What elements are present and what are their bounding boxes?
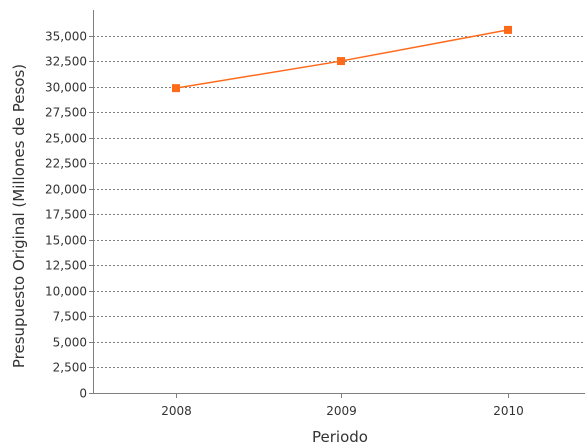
y-tick-label-7: 17,500 <box>45 208 87 222</box>
y-tick-label-5: 12,500 <box>45 259 87 273</box>
y-tick-label-1: 2,500 <box>53 361 87 375</box>
x-axis-ticks: 2008 2009 2010 <box>161 393 524 418</box>
y-tick-label-9: 22,500 <box>45 157 87 171</box>
y-axis-label: Presupuesto Original (Millones de Pesos) <box>10 64 28 368</box>
y-tick-label-2: 5,000 <box>53 336 87 350</box>
y-tick-label-0: 0 <box>79 387 87 401</box>
y-tick-label-13: 32,500 <box>45 55 87 69</box>
series-markers <box>172 25 512 93</box>
y-tick-label-14: 35,000 <box>45 30 87 44</box>
x-tick-label-2: 2010 <box>493 404 524 418</box>
y-tick-label-4: 10,000 <box>45 285 87 299</box>
x-axis-label: Periodo <box>312 428 368 444</box>
data-point-2008 <box>172 84 180 93</box>
y-axis-ticks: 0 2,500 5,000 7,500 10,000 12,500 15,000 17,500… <box>45 30 93 401</box>
y-tick-label-6: 15,000 <box>45 234 87 248</box>
axes <box>93 10 585 394</box>
y-tick-label-10: 25,000 <box>45 132 87 146</box>
y-tick-label-12: 30,000 <box>45 81 87 95</box>
data-point-2010 <box>504 25 512 34</box>
x-tick-label-1: 2009 <box>326 404 357 418</box>
x-tick-label-0: 2008 <box>161 404 192 418</box>
y-tick-label-8: 20,000 <box>45 183 87 197</box>
y-tick-label-3: 7,500 <box>53 310 87 324</box>
grid-lines <box>93 36 585 368</box>
data-point-2009 <box>337 57 345 66</box>
y-tick-label-11: 27,500 <box>45 106 87 120</box>
